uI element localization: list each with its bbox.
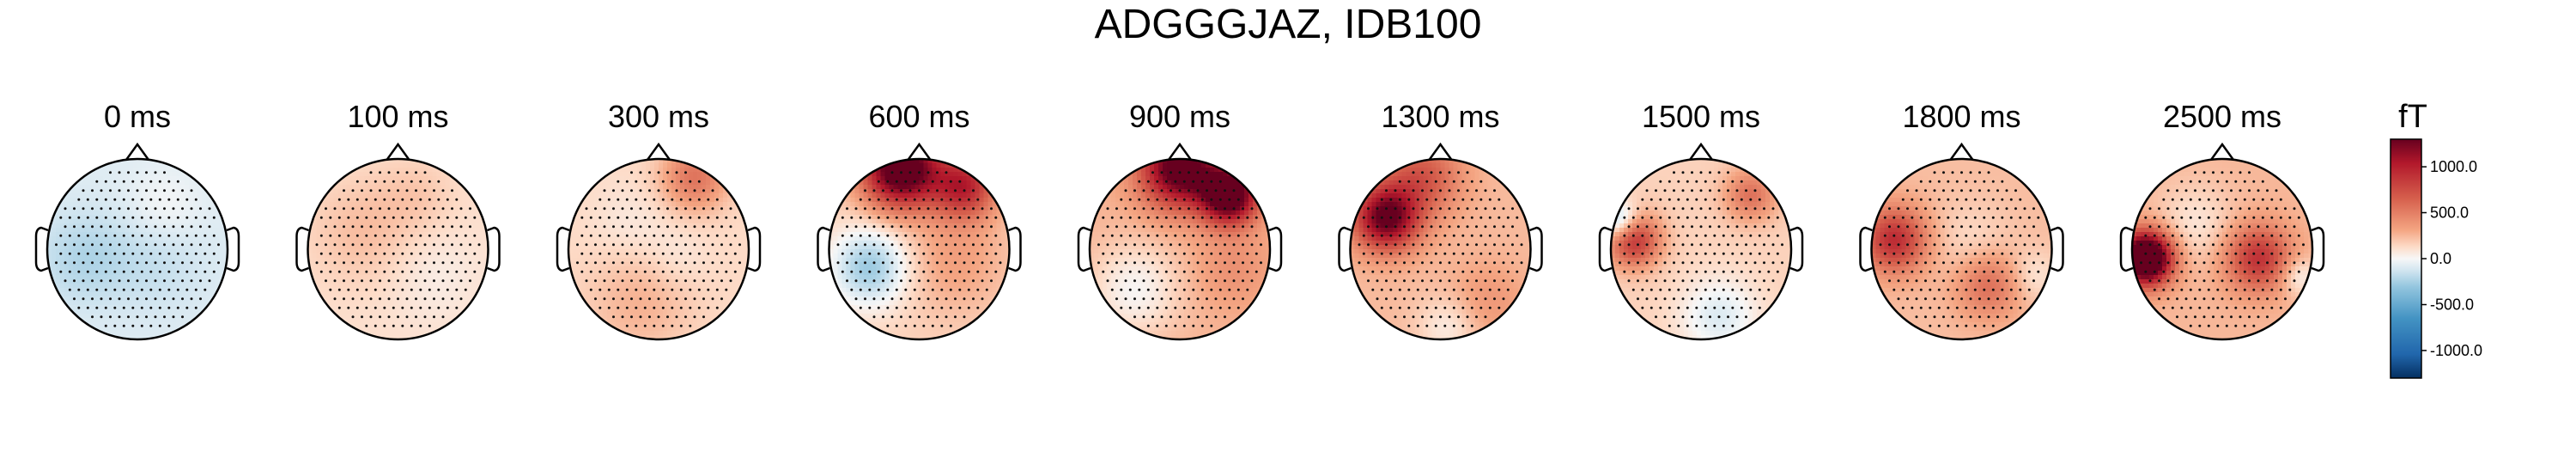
head-outline bbox=[2130, 157, 2314, 341]
topomap: 600 ms bbox=[817, 99, 1022, 341]
topomap-time-label: 600 ms bbox=[868, 99, 969, 134]
right-ear-outline bbox=[2050, 226, 2064, 272]
nose-outline bbox=[1428, 142, 1453, 161]
left-ear-outline bbox=[2119, 226, 2134, 272]
topomap: 2500 ms bbox=[2119, 99, 2325, 341]
topomap-row: 0 ms 100 ms 300 ms 600 ms 900 ms 1300 ms 1500 … bbox=[34, 99, 2325, 341]
head-outline bbox=[1349, 157, 1532, 341]
topomap: 300 ms bbox=[556, 99, 762, 341]
topomap-time-label: 1300 ms bbox=[1381, 99, 1499, 134]
topomap-time-label: 100 ms bbox=[347, 99, 448, 134]
topomap-time-label: 0 ms bbox=[104, 99, 171, 134]
topomap-time-label: 900 ms bbox=[1129, 99, 1230, 134]
colorbar-tick-label: 1000.0 bbox=[2430, 158, 2477, 175]
topomap: 1300 ms bbox=[1338, 99, 1543, 341]
colorbar: fT 1000.0 500.0 0.0 -500.0 -1000.0 bbox=[2390, 99, 2482, 379]
left-ear-outline bbox=[34, 226, 49, 272]
topomap-time-label: 1500 ms bbox=[1642, 99, 1760, 134]
sensor-dots bbox=[836, 171, 1002, 327]
head-outline bbox=[307, 157, 489, 341]
topomap: 0 ms bbox=[34, 99, 240, 341]
colorbar-ticks: 1000.0 500.0 0.0 -500.0 -1000.0 bbox=[2421, 158, 2482, 359]
sensor-dots bbox=[1619, 171, 1783, 327]
right-ear-outline bbox=[1529, 226, 1543, 272]
left-ear-outline bbox=[1077, 226, 1091, 272]
nose-outline bbox=[1688, 142, 1714, 161]
topomap: 1500 ms bbox=[1598, 99, 1804, 341]
sensor-dots bbox=[1358, 171, 1523, 327]
topomap-time-label: 300 ms bbox=[608, 99, 709, 134]
colorbar-tick-label: -500.0 bbox=[2430, 296, 2474, 314]
left-ear-outline bbox=[295, 226, 309, 272]
sensor-dots bbox=[576, 171, 741, 327]
head-outline bbox=[1870, 157, 2053, 341]
nose-outline bbox=[646, 142, 671, 161]
nose-outline bbox=[386, 142, 410, 161]
head-outline bbox=[828, 157, 1011, 341]
right-ear-outline bbox=[1268, 226, 1283, 272]
nose-outline bbox=[125, 142, 150, 161]
topomap-time-label: 1800 ms bbox=[1902, 99, 2020, 134]
sensor-dots bbox=[2140, 171, 2305, 327]
sensor-dots bbox=[55, 171, 220, 327]
topomap-time-label: 2500 ms bbox=[2163, 99, 2281, 134]
nose-outline bbox=[1167, 142, 1193, 161]
left-ear-outline bbox=[1338, 226, 1352, 272]
topomap-field bbox=[1350, 159, 1531, 339]
sensor-dots bbox=[1097, 171, 1262, 327]
topomap: 1800 ms bbox=[1859, 99, 2064, 341]
right-ear-outline bbox=[747, 226, 762, 272]
nose-outline bbox=[1949, 142, 1974, 161]
nose-outline bbox=[2209, 142, 2235, 161]
sensor-dots bbox=[315, 171, 481, 327]
colorbar-tick-label: -1000.0 bbox=[2430, 342, 2482, 359]
colorbar-unit-label: fT bbox=[2398, 99, 2427, 135]
topomap: 100 ms bbox=[295, 99, 501, 341]
left-ear-outline bbox=[556, 226, 570, 272]
left-ear-outline bbox=[1598, 226, 1613, 272]
right-ear-outline bbox=[487, 226, 501, 272]
head-outline bbox=[567, 157, 750, 341]
right-ear-outline bbox=[1789, 226, 1804, 272]
left-ear-outline bbox=[1859, 226, 1873, 272]
left-ear-outline bbox=[817, 226, 830, 272]
colorbar-tick-label: 500.0 bbox=[2430, 205, 2469, 222]
right-ear-outline bbox=[1008, 226, 1022, 272]
colorbar-tick-label: 0.0 bbox=[2430, 250, 2451, 267]
head-outline bbox=[1088, 157, 1272, 341]
head-outline bbox=[46, 157, 229, 341]
topomap: 900 ms bbox=[1077, 99, 1283, 341]
head-outline bbox=[1609, 157, 1793, 341]
figure-title: ADGGGJAZ, IDB100 bbox=[1095, 2, 1482, 47]
sensor-dots bbox=[1879, 171, 2044, 327]
colorbar-gradient bbox=[2390, 138, 2422, 379]
right-ear-outline bbox=[2311, 226, 2325, 272]
topomap-field bbox=[2132, 159, 2312, 339]
nose-outline bbox=[907, 142, 932, 161]
right-ear-outline bbox=[226, 226, 240, 272]
